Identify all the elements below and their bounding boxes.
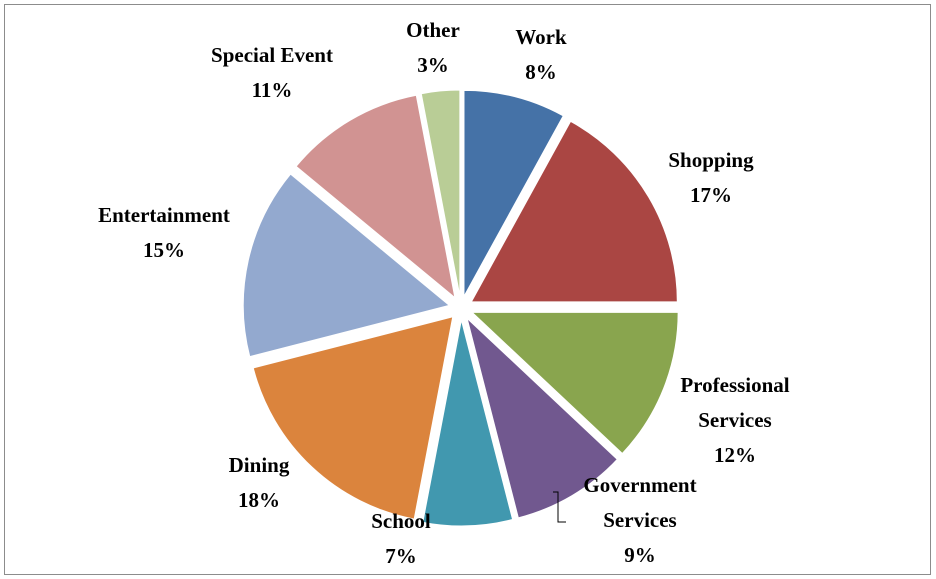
slice-label-shopping: Shopping 17%: [668, 148, 754, 207]
pie-slice-entertainment: [242, 173, 451, 358]
slice-label-professional-services: Professional Services 12%: [680, 373, 789, 467]
pie-slice-government-services: [466, 316, 618, 519]
pie-slice-work: [463, 89, 564, 297]
leader-line-government-services: [553, 491, 566, 523]
slice-label-dining: Dining 18%: [229, 453, 290, 512]
pie-slice-shopping: [470, 120, 678, 303]
slice-label-work: Work 8%: [515, 25, 567, 84]
pie-slice-other: [420, 89, 461, 297]
slice-label-entertainment: Entertainment 15%: [98, 203, 230, 262]
pie-slice-school: [422, 319, 514, 527]
slice-label-school: School 7%: [371, 509, 431, 568]
slice-label-other: Other 3%: [406, 18, 460, 77]
pie-slice-professional-services: [470, 311, 679, 455]
pie-slice-dining: [252, 316, 454, 520]
slice-label-special-event: Special Event 11%: [211, 43, 333, 102]
pie-slice-special-event: [295, 94, 456, 299]
slice-label-government-services: Government Services 9%: [583, 473, 696, 567]
